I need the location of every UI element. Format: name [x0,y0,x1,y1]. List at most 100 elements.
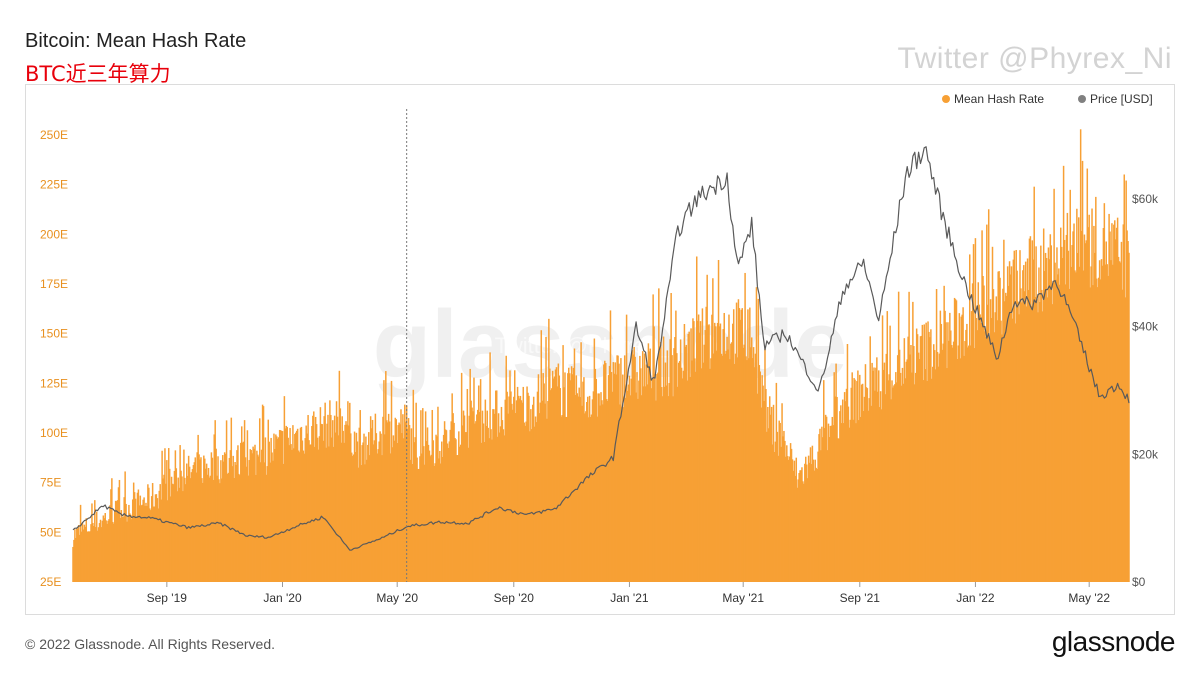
hash-rate-bar [661,396,664,582]
hash-rate-bar [883,362,886,582]
hash-rate-bar [1111,223,1113,582]
hash-rate-bar [115,501,118,582]
hash-rate-bar [334,432,337,582]
hash-rate-bar [356,441,359,582]
x-tick-label: May '20 [376,591,418,605]
hash-rate-bar [479,379,482,582]
hash-rate-bar [432,440,434,582]
hash-rate-bar [390,380,393,582]
hash-rate-bar [948,340,950,582]
hash-rate-bar [228,457,231,582]
hash-rate-bar [916,334,919,582]
hash-rate-bar [612,362,615,582]
hash-rate-bar [1023,265,1025,582]
y-left-tick-label: 50E [40,525,61,539]
hash-rate-bar [1114,220,1116,583]
hash-rate-bar [312,415,314,582]
hash-rate-bar [701,308,704,582]
hash-rate-bar [820,450,822,582]
hash-rate-bar [513,370,516,582]
hash-rate-bar [412,389,415,582]
hash-rate-bar [849,419,852,582]
hash-rate-bar [838,438,840,582]
hash-rate-bar [888,374,890,582]
hash-rate-bar [389,453,392,582]
hash-rate-bar [359,410,361,582]
hash-rate-bar [142,499,144,582]
hash-rate-bar [495,390,497,582]
hash-rate-bar [735,302,738,582]
hash-rate-bar [163,474,165,582]
hash-rate-bar [368,432,370,582]
hash-rate-bar [172,484,175,582]
hash-rate-bar [797,479,799,582]
hash-rate-bar [511,403,513,582]
hash-rate-bar [196,452,198,582]
hash-rate-bar [361,445,363,582]
hash-rate-bar [601,400,603,582]
hash-rate-bar [569,380,572,582]
hash-rate-bar [85,518,88,582]
hash-rate-bar [811,445,814,582]
hash-rate-bar [426,427,429,582]
hash-rate-bar [946,368,948,582]
hash-rate-bar [1018,314,1020,582]
hash-rate-bar [687,333,689,582]
hash-rate-bar [335,401,338,582]
hash-rate-bar [790,448,793,582]
hash-rate-bar [928,331,930,582]
hash-rate-bar [235,464,237,582]
hash-rate-bar [632,354,634,582]
hash-rate-bar [369,416,372,582]
hash-rate-bar [347,401,349,582]
hash-rate-bar [943,285,945,582]
hash-rate-bar [804,463,806,582]
hash-rate-bar [79,504,82,582]
hash-rate-bar [483,441,486,582]
hash-rate-bar [871,362,873,582]
hash-rate-bar [552,378,555,582]
hash-rate-bar [773,451,776,582]
glassnode-logo[interactable]: glassnode [1051,626,1176,657]
hash-rate-bar [1029,236,1032,582]
hash-rate-bar [807,455,810,582]
hash-rate-bar [1116,217,1119,582]
hash-rate-bar [898,349,901,582]
hash-rate-bar [447,447,450,582]
hash-rate-bar [1126,230,1128,583]
hash-rate-bar [508,396,510,582]
hash-rate-bar [711,314,713,582]
footer-copyright: © 2022 Glassnode. All Rights Reserved. [25,636,276,652]
hash-rate-bar [453,422,455,582]
hash-rate-bar [222,461,225,582]
hash-rate-bar [296,428,299,582]
hash-rate-bar [350,452,353,582]
hash-rate-bar [470,400,472,582]
hash-rate-bar [881,315,884,582]
hash-rate-bar [307,415,309,582]
hash-rate-bar [692,318,694,582]
hash-rate-bar [1084,243,1087,582]
hash-rate-bar [750,337,753,582]
hash-rate-bar [454,437,456,582]
hash-rate-bar [614,362,616,582]
legend-dot-hash-rate [942,95,950,103]
hash-rate-bar [733,363,736,582]
hash-rate-bar [842,423,845,582]
hash-rate-bar [87,531,89,582]
hash-rate-bar [530,409,532,582]
hash-rate-bar [480,442,483,582]
hash-rate-bar [558,375,561,582]
hash-rate-bar [658,288,660,582]
hash-rate-bar [805,456,807,582]
hash-rate-bar [682,370,685,582]
hash-rate-bar [712,278,714,582]
hash-rate-bar [826,450,829,582]
hash-rate-bar [283,396,286,582]
hash-rate-bar [459,446,461,582]
hash-rate-bar [282,463,285,582]
x-tick-label: Sep '21 [840,591,881,605]
hash-rate-bar [224,453,227,582]
hash-rate-bar [651,379,653,582]
hash-rate-bar [332,446,335,582]
